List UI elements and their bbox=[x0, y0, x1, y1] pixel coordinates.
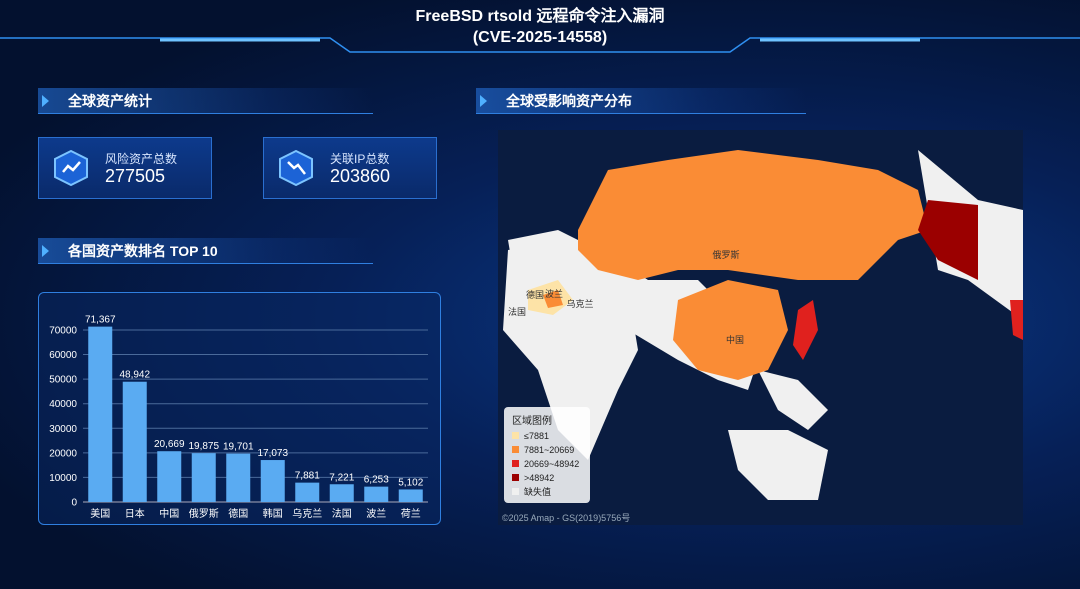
data-label: 7,221 bbox=[329, 472, 354, 483]
x-tick-label: 波兰 bbox=[366, 507, 386, 520]
data-label: 48,942 bbox=[119, 370, 150, 381]
stat-label: 风险资产总数 bbox=[105, 152, 178, 166]
header: FreeBSD rtsold 远程命令注入漏洞 (CVE-2025-14558) bbox=[0, 6, 1080, 48]
bar bbox=[398, 489, 423, 502]
y-tick-label: 20000 bbox=[49, 448, 77, 459]
icon bbox=[54, 150, 88, 186]
x-tick-label: 日本 bbox=[125, 507, 145, 520]
data-label: 5,102 bbox=[398, 477, 423, 488]
x-tick-label: 美国 bbox=[90, 507, 110, 520]
section-title: 各国资产数排名 TOP 10 bbox=[38, 238, 373, 264]
y-tick-label: 50000 bbox=[49, 375, 77, 386]
map-label: 俄罗斯 bbox=[712, 249, 739, 260]
y-tick-label: 30000 bbox=[49, 424, 77, 435]
legend-label: 20669~48942 bbox=[524, 459, 579, 469]
data-label: 6,253 bbox=[364, 475, 389, 486]
x-tick-label: 乌克兰 bbox=[292, 507, 322, 520]
legend-swatch bbox=[512, 432, 519, 439]
section-title: 全球受影响资产分布 bbox=[476, 88, 806, 114]
legend-label: 缺失值 bbox=[524, 486, 551, 497]
x-tick-label: 荷兰 bbox=[401, 507, 421, 520]
legend-label: ≤7881 bbox=[524, 431, 549, 441]
x-tick-label: 法国 bbox=[332, 507, 352, 520]
stat-value: 277505 bbox=[105, 166, 166, 186]
y-tick-label: 40000 bbox=[49, 399, 77, 410]
bar bbox=[122, 381, 147, 502]
map-label: 乌克兰 bbox=[566, 298, 593, 309]
bar bbox=[329, 484, 354, 502]
stat-value: 203860 bbox=[330, 166, 391, 186]
map-label: 波兰 bbox=[545, 288, 563, 299]
x-tick-label: 俄罗斯 bbox=[189, 507, 219, 520]
legend-title: 区域图例 bbox=[512, 414, 552, 427]
stat-card: 关联IP总数 203860 bbox=[263, 137, 437, 199]
data-label: 7,881 bbox=[295, 471, 320, 482]
legend-swatch bbox=[512, 474, 519, 481]
data-label: 17,073 bbox=[257, 448, 288, 459]
y-tick-label: 70000 bbox=[49, 325, 77, 336]
map-label: 法国 bbox=[508, 306, 526, 317]
bar bbox=[157, 451, 182, 502]
y-tick-label: 0 bbox=[71, 498, 77, 509]
page-subtitle: (CVE-2025-14558) bbox=[472, 29, 608, 46]
y-tick-label: 10000 bbox=[49, 473, 77, 484]
data-label: 19,701 bbox=[223, 442, 254, 453]
bar bbox=[226, 453, 251, 502]
data-label: 71,367 bbox=[85, 315, 116, 326]
icon bbox=[279, 150, 313, 186]
bar bbox=[295, 482, 320, 502]
page-title: FreeBSD rtsold 远程命令注入漏洞 bbox=[415, 8, 665, 25]
section-title: 全球资产统计 bbox=[38, 88, 373, 114]
bar bbox=[260, 460, 285, 502]
y-tick-label: 60000 bbox=[49, 350, 77, 361]
legend-swatch bbox=[512, 460, 519, 467]
legend-label: >48942 bbox=[524, 473, 554, 483]
data-label: 20,669 bbox=[154, 439, 185, 450]
stat-label: 关联IP总数 bbox=[330, 152, 390, 166]
legend-swatch bbox=[512, 488, 519, 495]
legend-swatch bbox=[512, 446, 519, 453]
data-label: 19,875 bbox=[188, 441, 219, 452]
x-tick-label: 中国 bbox=[159, 507, 179, 520]
legend-label: 7881~20669 bbox=[524, 445, 574, 455]
header-decoration bbox=[0, 37, 1080, 53]
bar bbox=[191, 453, 216, 502]
map-attribution: ©2025 Amap - GS(2019)5756号 bbox=[502, 513, 631, 523]
x-tick-label: 德国 bbox=[228, 507, 248, 520]
bar bbox=[88, 326, 113, 502]
map-label: 德国 bbox=[526, 289, 544, 300]
x-tick-label: 韩国 bbox=[263, 507, 283, 520]
stat-card: 风险资产总数 277505 bbox=[38, 137, 212, 199]
bar-chart: 0 10000 20000 30000 40000 50000 60000 70000 美国 71… bbox=[49, 315, 428, 520]
map-label: 中国 bbox=[726, 334, 744, 345]
bar bbox=[364, 486, 389, 502]
